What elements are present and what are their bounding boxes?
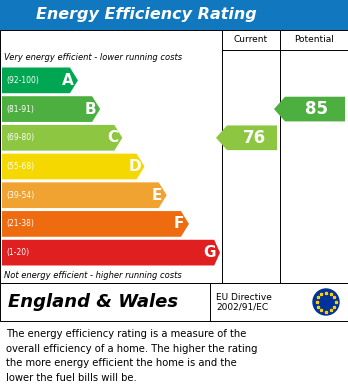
Text: Current: Current xyxy=(234,36,268,45)
Text: C: C xyxy=(107,130,118,145)
Text: B: B xyxy=(84,102,96,117)
Polygon shape xyxy=(2,240,220,265)
FancyBboxPatch shape xyxy=(0,30,348,283)
Text: Energy Efficiency Rating: Energy Efficiency Rating xyxy=(36,7,256,23)
Text: Very energy efficient - lower running costs: Very energy efficient - lower running co… xyxy=(4,54,182,63)
Text: F: F xyxy=(174,217,184,231)
Text: A: A xyxy=(62,73,74,88)
Text: (1-20): (1-20) xyxy=(6,248,29,257)
Text: (92-100): (92-100) xyxy=(6,76,39,85)
FancyBboxPatch shape xyxy=(0,283,348,321)
Text: (81-91): (81-91) xyxy=(6,104,34,113)
Text: England & Wales: England & Wales xyxy=(8,293,178,311)
Text: E: E xyxy=(151,188,162,203)
Polygon shape xyxy=(2,211,189,237)
Text: (39-54): (39-54) xyxy=(6,191,34,200)
Text: (21-38): (21-38) xyxy=(6,219,34,228)
Polygon shape xyxy=(2,125,122,151)
Circle shape xyxy=(313,289,339,315)
Polygon shape xyxy=(2,96,100,122)
Text: D: D xyxy=(128,159,141,174)
Text: The energy efficiency rating is a measure of the
overall efficiency of a home. T: The energy efficiency rating is a measur… xyxy=(6,329,258,383)
Text: (69-80): (69-80) xyxy=(6,133,34,142)
Text: Potential: Potential xyxy=(294,36,334,45)
Text: 85: 85 xyxy=(306,100,329,118)
Polygon shape xyxy=(2,154,144,179)
Polygon shape xyxy=(2,68,78,93)
Text: (55-68): (55-68) xyxy=(6,162,34,171)
Text: 76: 76 xyxy=(243,129,266,147)
Text: EU Directive: EU Directive xyxy=(216,292,272,301)
Text: 2002/91/EC: 2002/91/EC xyxy=(216,303,268,312)
Text: G: G xyxy=(204,245,216,260)
Polygon shape xyxy=(2,182,167,208)
FancyBboxPatch shape xyxy=(0,0,348,30)
Polygon shape xyxy=(216,126,277,150)
Text: Not energy efficient - higher running costs: Not energy efficient - higher running co… xyxy=(4,271,182,280)
Polygon shape xyxy=(274,97,345,122)
